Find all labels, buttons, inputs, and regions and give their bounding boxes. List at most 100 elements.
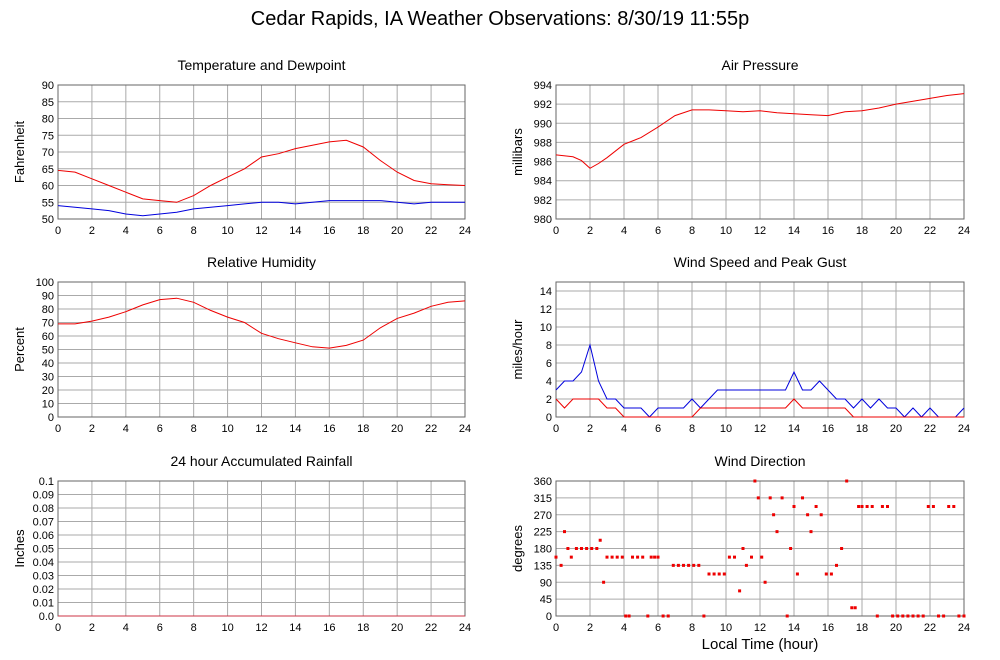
x-tick-label: 24 <box>958 225 970 237</box>
data-point <box>942 614 946 618</box>
x-tick-label: 16 <box>822 225 834 237</box>
y-tick-label: 4 <box>546 376 552 388</box>
data-point <box>602 580 606 584</box>
y-tick-label: 992 <box>534 99 552 111</box>
data-point <box>615 555 619 559</box>
y-tick-label: 0.05 <box>33 544 54 556</box>
plot-frame <box>555 281 965 418</box>
data-point <box>624 614 628 618</box>
x-tick-label: 20 <box>391 423 403 435</box>
data-point <box>853 606 857 610</box>
y-tick-label: 10 <box>42 399 54 411</box>
x-tick-label: 12 <box>754 225 766 237</box>
data-point <box>595 547 599 550</box>
data-point <box>916 614 920 618</box>
data-point <box>875 614 879 618</box>
x-tick-label: 20 <box>391 225 403 237</box>
x-tick-label: 10 <box>720 622 732 634</box>
data-point <box>819 513 823 517</box>
data-point <box>801 496 804 500</box>
x-tick-label: 16 <box>323 423 335 435</box>
data-point <box>631 555 634 559</box>
data-point <box>666 614 670 618</box>
data-point <box>962 614 966 618</box>
data-point <box>727 555 731 559</box>
data-point <box>610 555 614 559</box>
y-tick-label: 12 <box>540 304 552 316</box>
chart-title: 24 hour Accumulated Rainfall <box>170 453 352 469</box>
data-point <box>702 614 706 618</box>
data-point <box>947 505 951 508</box>
x-tick-label: 14 <box>289 622 301 634</box>
y-tick-label: 65 <box>42 164 54 176</box>
data-point <box>712 572 716 576</box>
data-point <box>896 614 900 618</box>
x-tick-label: 6 <box>157 423 163 435</box>
data-point <box>911 614 915 618</box>
x-tick-label: 4 <box>123 622 129 634</box>
y-tick-label: 90 <box>42 291 54 303</box>
x-tick-label: 2 <box>89 622 95 634</box>
data-point <box>835 563 838 567</box>
x-tick-label: 18 <box>357 622 369 634</box>
data-point <box>697 563 701 567</box>
y-tick-label: 0.01 <box>33 598 54 610</box>
y-tick-label: 0.02 <box>33 584 54 596</box>
y-axis-label: Inches <box>12 529 27 568</box>
data-point <box>865 505 869 508</box>
x-tick-label: 22 <box>425 423 437 435</box>
y-tick-label: 0.08 <box>33 503 54 515</box>
x-tick-label: 10 <box>221 423 233 435</box>
x-tick-label: 12 <box>754 423 766 435</box>
x-tick-label: 10 <box>221 225 233 237</box>
x-tick-label: 0 <box>553 225 559 237</box>
data-point <box>870 505 874 508</box>
chart-title: Air Pressure <box>721 57 798 73</box>
data-point <box>559 563 563 567</box>
data-point <box>753 479 757 483</box>
x-tick-label: 18 <box>357 225 369 237</box>
page-title: Cedar Rapids, IA Weather Observations: 8… <box>250 8 750 30</box>
y-tick-label: 100 <box>36 277 54 289</box>
x-tick-label: 12 <box>255 225 267 237</box>
data-point <box>857 505 861 508</box>
x-tick-label: 18 <box>856 423 868 435</box>
data-point <box>901 614 905 618</box>
x-tick-label: 2 <box>587 225 593 237</box>
plot-frame <box>555 84 965 220</box>
x-tick-label: 0 <box>553 622 559 634</box>
plot-frame <box>555 480 965 617</box>
y-tick-label: 30 <box>42 372 54 384</box>
data-point <box>756 496 760 500</box>
x-tick-label: 6 <box>157 225 163 237</box>
x-tick-label: 24 <box>459 622 471 634</box>
data-point <box>931 505 935 508</box>
data-point <box>768 496 772 500</box>
x-tick-label: 16 <box>323 622 335 634</box>
data-point <box>738 589 742 593</box>
y-tick-label: 990 <box>534 118 552 130</box>
x-tick-label: 8 <box>689 423 695 435</box>
data-point <box>554 555 558 559</box>
data-point <box>574 547 578 550</box>
data-point <box>687 563 691 567</box>
data-point <box>845 479 849 483</box>
data-point <box>646 614 650 618</box>
y-tick-label: 988 <box>534 137 552 149</box>
y-tick-label: 50 <box>42 345 54 357</box>
x-tick-label: 8 <box>191 225 197 237</box>
y-tick-label: 0.0 <box>39 611 54 623</box>
data-point <box>590 547 594 550</box>
data-point <box>824 572 828 576</box>
series-line <box>57 200 465 217</box>
y-tick-label: 20 <box>42 385 54 397</box>
x-tick-label: 24 <box>958 423 970 435</box>
x-tick-label: 24 <box>459 225 471 237</box>
x-tick-label: 10 <box>720 423 732 435</box>
x-tick-label: 0 <box>55 423 61 435</box>
x-tick-label: 18 <box>856 622 868 634</box>
y-tick-label: 980 <box>534 214 552 226</box>
x-axis-label: Local Time (hour) <box>701 636 819 653</box>
chart-title: Wind Direction <box>714 453 805 469</box>
